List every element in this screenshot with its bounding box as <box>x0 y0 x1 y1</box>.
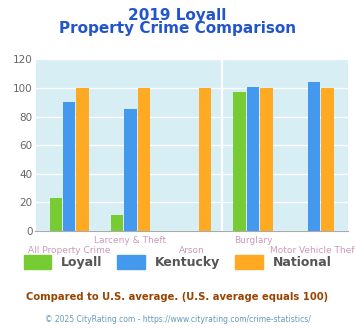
Bar <box>199 88 211 231</box>
Text: Compared to U.S. average. (U.S. average equals 100): Compared to U.S. average. (U.S. average … <box>26 292 329 302</box>
Bar <box>247 86 259 231</box>
Bar <box>76 88 89 231</box>
Text: Property Crime Comparison: Property Crime Comparison <box>59 21 296 36</box>
Text: Larceny & Theft: Larceny & Theft <box>94 236 166 245</box>
Text: Burglary: Burglary <box>234 236 272 245</box>
Bar <box>260 88 273 231</box>
Text: Motor Vehicle Theft: Motor Vehicle Theft <box>270 246 355 255</box>
Text: All Property Crime: All Property Crime <box>28 246 110 255</box>
Text: © 2025 CityRating.com - https://www.cityrating.com/crime-statistics/: © 2025 CityRating.com - https://www.city… <box>45 315 310 324</box>
Text: Arson: Arson <box>179 246 204 255</box>
Bar <box>49 198 62 231</box>
Bar <box>138 88 150 231</box>
Legend: Loyall, Kentucky, National: Loyall, Kentucky, National <box>23 255 332 269</box>
Bar <box>63 102 75 231</box>
Bar <box>111 215 123 231</box>
Bar <box>124 110 137 231</box>
Bar <box>233 92 246 231</box>
Text: 2019 Loyall: 2019 Loyall <box>128 8 227 23</box>
Bar <box>308 82 321 231</box>
Bar <box>322 88 334 231</box>
